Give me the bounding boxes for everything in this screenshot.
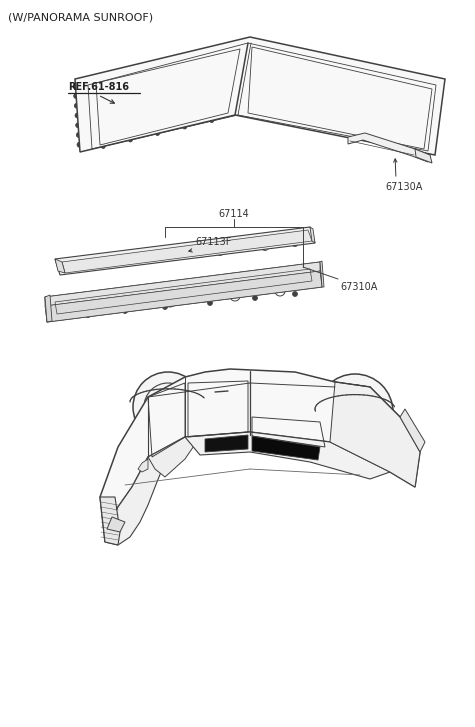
Text: (W/PANORAMA SUNROOF): (W/PANORAMA SUNROOF): [8, 12, 153, 22]
Polygon shape: [55, 259, 65, 273]
Polygon shape: [400, 409, 425, 452]
Polygon shape: [55, 227, 315, 275]
Circle shape: [128, 138, 133, 142]
Polygon shape: [415, 149, 432, 163]
Circle shape: [77, 142, 82, 147]
Circle shape: [73, 84, 78, 89]
Circle shape: [182, 125, 187, 129]
Polygon shape: [75, 37, 445, 155]
Text: 67114: 67114: [218, 209, 249, 219]
Circle shape: [162, 305, 168, 310]
Circle shape: [155, 132, 160, 135]
Polygon shape: [205, 435, 248, 452]
Polygon shape: [185, 432, 390, 479]
Polygon shape: [348, 133, 430, 162]
Circle shape: [351, 408, 359, 416]
Polygon shape: [100, 497, 120, 545]
Circle shape: [86, 313, 91, 318]
Circle shape: [74, 103, 79, 108]
Polygon shape: [252, 436, 320, 460]
Circle shape: [253, 295, 257, 300]
Text: REF.61-816: REF.61-816: [68, 82, 129, 92]
Polygon shape: [310, 227, 315, 243]
Circle shape: [293, 292, 297, 297]
Circle shape: [210, 119, 214, 123]
Polygon shape: [330, 382, 420, 487]
Text: 67310A: 67310A: [340, 282, 377, 292]
Circle shape: [76, 123, 81, 128]
Polygon shape: [62, 230, 312, 273]
Polygon shape: [45, 295, 52, 322]
Text: 67113F: 67113F: [195, 237, 231, 247]
Polygon shape: [45, 262, 322, 322]
Polygon shape: [320, 261, 324, 287]
Polygon shape: [105, 457, 165, 545]
Polygon shape: [148, 437, 200, 477]
Text: 67130A: 67130A: [385, 182, 422, 192]
Circle shape: [133, 372, 203, 442]
Circle shape: [123, 308, 127, 313]
Circle shape: [208, 300, 212, 305]
Polygon shape: [107, 517, 125, 532]
Circle shape: [164, 403, 172, 411]
Circle shape: [101, 145, 105, 148]
Circle shape: [74, 94, 79, 99]
Circle shape: [76, 132, 81, 137]
Polygon shape: [45, 271, 322, 322]
Polygon shape: [100, 369, 420, 542]
Bar: [106, 302, 123, 311]
Bar: [146, 299, 163, 308]
Bar: [191, 294, 208, 303]
Polygon shape: [45, 262, 320, 306]
Circle shape: [75, 113, 80, 118]
Polygon shape: [138, 459, 148, 472]
Circle shape: [317, 374, 393, 450]
